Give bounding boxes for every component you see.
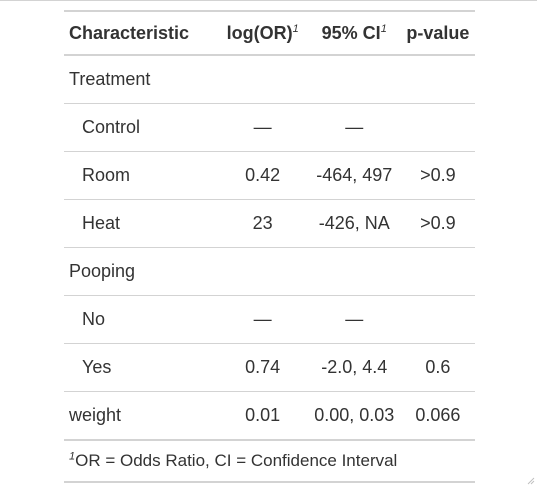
cell-log-or: 0.01 [245, 405, 281, 425]
cell-p-value: 0.066 [415, 405, 461, 425]
cell-ci [308, 55, 401, 104]
table-footer: 1OR = Odds Ratio, CI = Confidence Interv… [64, 440, 475, 482]
group-label-treatment: Treatment [69, 69, 151, 89]
header-ci: 95% CI1 [321, 22, 387, 43]
cell-ci: — [345, 309, 364, 329]
table-row: Yes 0.74 -2.0, 4.4 0.6 [64, 344, 475, 392]
cell-p-value: 0.6 [425, 357, 451, 377]
cell-ci: — [345, 117, 364, 137]
table-body: Treatment Control — — Room 0.42 -464, 49… [64, 55, 475, 440]
table-row: Control — — [64, 104, 475, 152]
header-row: Characteristic log(OR)1 95% CI1 p-value [64, 11, 475, 55]
level-label: Yes [82, 357, 112, 377]
cell-p-value: >0.9 [420, 165, 456, 185]
resize-grip-icon[interactable] [525, 475, 535, 485]
cell-ci [308, 248, 401, 296]
table-row: Heat 23 -426, NA >0.9 [64, 200, 475, 248]
cell-log-or [218, 248, 308, 296]
table-row: Treatment [64, 55, 475, 104]
cell-ci: -426, NA [318, 213, 390, 233]
cell-p-value: >0.9 [420, 213, 456, 233]
variable-label-weight: weight [69, 405, 122, 425]
footnote-row: 1OR = Odds Ratio, CI = Confidence Interv… [64, 440, 475, 482]
cell-log-or: 0.74 [245, 357, 281, 377]
cell-log-or: 0.42 [245, 165, 281, 185]
level-label: Control [82, 117, 141, 137]
regression-table: Characteristic log(OR)1 95% CI1 p-value … [64, 10, 475, 483]
level-label: Heat [82, 213, 121, 233]
header-characteristic: Characteristic [69, 22, 190, 43]
footnote-marker: 1 [69, 450, 76, 463]
table-row: No — — [64, 296, 475, 344]
cell-log-or: — [253, 309, 272, 329]
header-p-value: p-value [406, 22, 470, 43]
cell-log-or: — [253, 117, 272, 137]
cell-ci: -2.0, 4.4 [321, 357, 388, 377]
level-label: Room [82, 165, 131, 185]
cell-p-value [401, 248, 475, 296]
table-header: Characteristic log(OR)1 95% CI1 p-value [64, 11, 475, 55]
group-label-pooping: Pooping [69, 261, 136, 281]
cell-ci: -464, 497 [316, 165, 393, 185]
table-row: Pooping [64, 248, 475, 296]
cell-p-value [401, 104, 475, 152]
header-log-or: log(OR)1 [226, 22, 299, 43]
cell-log-or: 23 [252, 213, 273, 233]
table-row: Room 0.42 -464, 497 >0.9 [64, 152, 475, 200]
cell-p-value [401, 296, 475, 344]
cell-ci: 0.00, 0.03 [314, 405, 395, 425]
level-label: No [82, 309, 106, 329]
cell-log-or [218, 55, 308, 104]
cell-p-value [401, 55, 475, 104]
table-row: weight 0.01 0.00, 0.03 0.066 [64, 392, 475, 440]
footnote-text: OR = Odds Ratio, CI = Confidence Interva… [75, 451, 398, 470]
top-border [0, 0, 537, 1]
footnote: 1OR = Odds Ratio, CI = Confidence Interv… [64, 440, 475, 482]
